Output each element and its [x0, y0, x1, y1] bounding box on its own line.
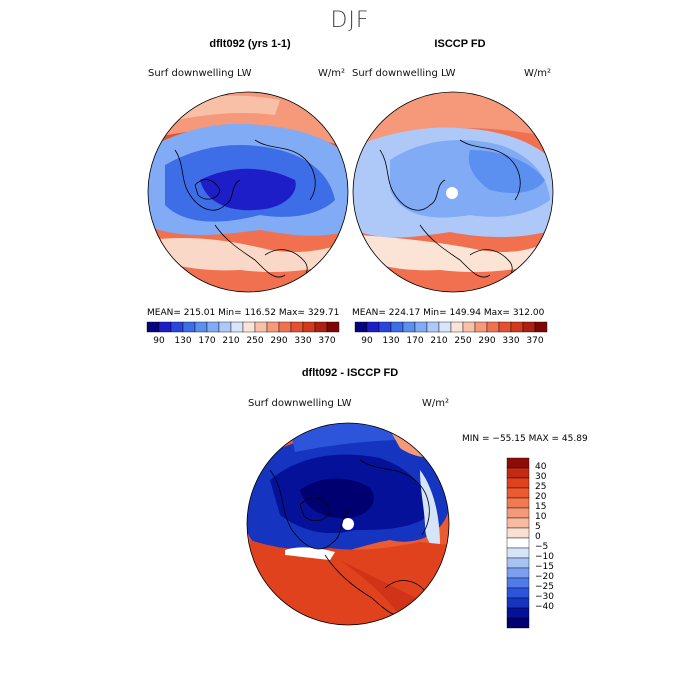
colorbar-tick-label: 370 — [318, 336, 336, 346]
legend-label: 25 — [535, 482, 547, 492]
map-model — [148, 92, 348, 292]
colorbar-tick-label: 330 — [294, 336, 312, 346]
legend-label: −10 — [535, 552, 554, 562]
stats-model: MEAN= 215.01 Min= 116.52 Max= 329.71 — [147, 308, 340, 318]
colorbar-tick-label: 250 — [454, 336, 472, 346]
field-label-model: Surf downwelling LW — [148, 68, 252, 79]
legend-swatch — [506, 617, 530, 629]
legend-label: 15 — [535, 502, 547, 512]
legend-label: −40 — [535, 602, 554, 612]
colorbar-tick-label: 90 — [361, 336, 373, 346]
legend-label: 0 — [535, 532, 541, 542]
colorbar-tick-label: 90 — [153, 336, 165, 346]
colorbar-tick-label: 370 — [526, 336, 544, 346]
field-label-obs: Surf downwelling LW — [352, 68, 456, 79]
colorbar-model — [146, 321, 340, 333]
colorbar-swatch — [534, 321, 548, 333]
colorbar-tick-label: 130 — [382, 336, 400, 346]
legend-label: −25 — [535, 582, 554, 592]
colorbar-tick-label: 210 — [430, 336, 448, 346]
panel-title-obs: ISCCP FD — [434, 38, 486, 50]
colorbar-tick-label: 170 — [406, 336, 424, 346]
legend-label: 30 — [535, 472, 547, 482]
panel-title-diff: dflt092 - ISCCP FD — [301, 367, 399, 379]
legend-label: −5 — [535, 542, 549, 552]
units-label-diff: W/m² — [422, 398, 450, 409]
legend-label: 10 — [535, 512, 547, 522]
map-obs-border — [352, 91, 554, 293]
colorbar-tick-label: 290 — [270, 336, 288, 346]
legend-label: 20 — [535, 492, 547, 502]
minmax-diff: MIN = −55.15 MAX = 45.89 — [462, 434, 588, 444]
colorbar-swatch — [326, 321, 340, 333]
field-label-diff: Surf downwelling LW — [248, 398, 352, 409]
colorbar-tick-label: 250 — [246, 336, 264, 346]
colorbar-diff — [506, 457, 530, 629]
colorbar-tick-label: 170 — [198, 336, 216, 346]
colorbar-model-ticks: 90 130 170 210 250 290 330 370 — [0, 336, 700, 350]
units-label-obs: W/m² — [524, 68, 552, 79]
colorbar-tick-label: 210 — [222, 336, 240, 346]
map-diff — [247, 423, 449, 625]
colorbar-obs — [354, 321, 548, 333]
legend-label: 5 — [535, 522, 541, 532]
map-diff-border — [246, 422, 450, 626]
colorbar-tick-label: 330 — [502, 336, 520, 346]
map-model-border — [147, 91, 349, 293]
legend-label: 40 — [535, 462, 547, 472]
stats-obs: MEAN= 224.17 Min= 149.94 Max= 312.00 — [352, 308, 545, 318]
season-title: DJF — [330, 8, 370, 33]
legend-label: −20 — [535, 572, 554, 582]
colorbar-tick-label: 290 — [478, 336, 496, 346]
panel-title-model: dflt092 (yrs 1-1) — [209, 38, 291, 50]
colorbar-obs-ticks: 90 130 170 210 250 290 330 370 — [0, 336, 700, 350]
legend-label: −30 — [535, 592, 554, 602]
legend-label: −15 — [535, 562, 554, 572]
colorbar-tick-label: 130 — [174, 336, 192, 346]
units-label-model: W/m² — [318, 68, 346, 79]
